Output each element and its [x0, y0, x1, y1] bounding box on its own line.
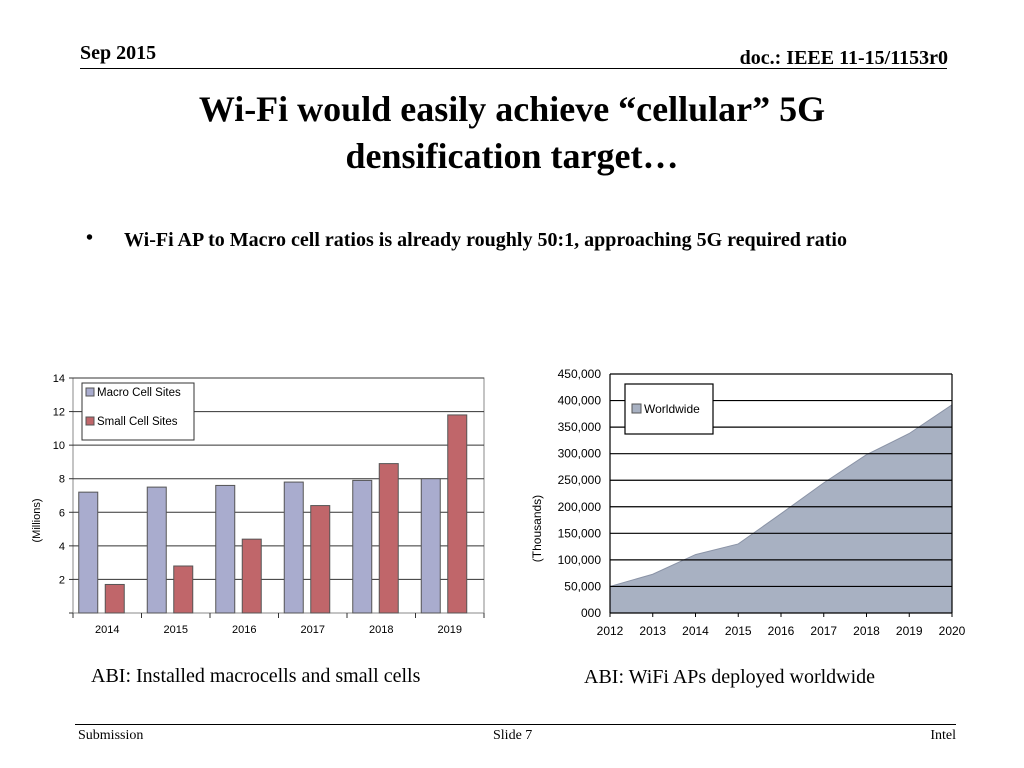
y-tick-label: 300,000: [558, 447, 602, 461]
slide-title: Wi-Fi would easily achieve “cellular” 5G…: [198, 89, 826, 176]
footer-submission: Submission: [78, 728, 144, 743]
legend-swatch: [631, 403, 642, 414]
y-tick-label: 250,000: [558, 473, 602, 487]
bar-small-cell-sites: [173, 565, 194, 614]
footer-slide-number: Slide 7: [493, 728, 533, 743]
y-tick-label: 12: [53, 407, 65, 419]
y-tick-label: 4: [59, 541, 65, 553]
y-tick-label: 450,000: [558, 367, 602, 381]
area-series-worldwide: [609, 403, 953, 614]
x-tick-label: 2016: [768, 624, 795, 638]
header-doc-id: doc.: IEEE 11-15/1153r0: [739, 47, 948, 69]
y-tick-label: 350,000: [558, 420, 602, 434]
x-tick-label: 2019: [896, 624, 923, 638]
bar-macro-cell-sites: [283, 481, 304, 614]
bullet-text: Wi-Fi AP to Macro cell ratios is already…: [124, 229, 847, 251]
bullet-marker: •: [86, 227, 94, 249]
y-tick-label: 6: [59, 507, 65, 519]
footer-divider: [75, 724, 956, 725]
header-divider: [80, 68, 947, 69]
y-tick-label: 14: [53, 373, 65, 385]
bar-small-cell-sites: [104, 583, 125, 614]
bar-small-cell-sites: [447, 414, 468, 614]
bar-small-cell-sites: [310, 505, 331, 614]
x-tick-label: 2017: [301, 624, 325, 636]
caption-left-chart: ABI: Installed macrocells and small cell…: [91, 665, 421, 687]
y-tick-label: 8: [59, 474, 65, 486]
bar-chart-cell-sites: 2 4 6 8 10 12 14 (Millions) 2014 2015 2016 2017 2018…: [31, 373, 485, 636]
bar-macro-cell-sites: [420, 478, 441, 614]
bar-macro-cell-sites: [146, 486, 167, 614]
legend-label: Macro Cell Sites: [97, 387, 181, 399]
bar-macro-cell-sites: [78, 491, 99, 614]
x-tick-label: 2014: [682, 624, 709, 638]
x-tick-label: 2018: [853, 624, 880, 638]
area-chart-wifi-aps: 000 50,000 100,000 150,000 200,000 250,000 300…: [530, 367, 966, 638]
y-tick-label: 10: [53, 440, 65, 452]
y-tick-label: 000: [581, 606, 601, 620]
y-tick-label: 400,000: [558, 394, 602, 408]
x-tick-label: 2014: [95, 624, 119, 636]
x-tick-label: 2013: [639, 624, 666, 638]
x-tick-label: 2017: [810, 624, 837, 638]
bar-small-cell-sites: [378, 463, 399, 614]
legend-swatch: [85, 416, 95, 426]
legend-box: [81, 382, 195, 441]
x-tick-label: 2020: [939, 624, 966, 638]
y-axis-label: (Thousands): [530, 495, 544, 562]
y-tick-label: 100,000: [558, 553, 602, 567]
legend-swatch: [85, 387, 95, 397]
bar-small-cell-sites: [241, 538, 262, 614]
y-tick-label: 150,000: [558, 526, 602, 540]
y-tick-label: 200,000: [558, 500, 602, 514]
bar-macro-cell-sites: [352, 479, 373, 614]
y-tick-label: 50,000: [564, 579, 601, 593]
x-tick-label: 2019: [438, 624, 462, 636]
x-tick-label: 2012: [597, 624, 624, 638]
y-axis-label: (Millions): [31, 499, 43, 543]
x-tick-label: 2015: [725, 624, 752, 638]
legend-label: Worldwide: [644, 402, 700, 416]
y-tick-label: 2: [59, 574, 65, 586]
header-date: Sep 2015: [80, 42, 157, 64]
bar-macro-cell-sites: [215, 484, 236, 614]
caption-right-chart: ABI: WiFi APs deployed worldwide: [584, 666, 876, 688]
x-tick-label: 2018: [369, 624, 393, 636]
footer-company: Intel: [930, 728, 956, 743]
x-tick-label: 2015: [164, 624, 188, 636]
legend-label: Small Cell Sites: [97, 416, 178, 428]
x-tick-label: 2016: [232, 624, 256, 636]
